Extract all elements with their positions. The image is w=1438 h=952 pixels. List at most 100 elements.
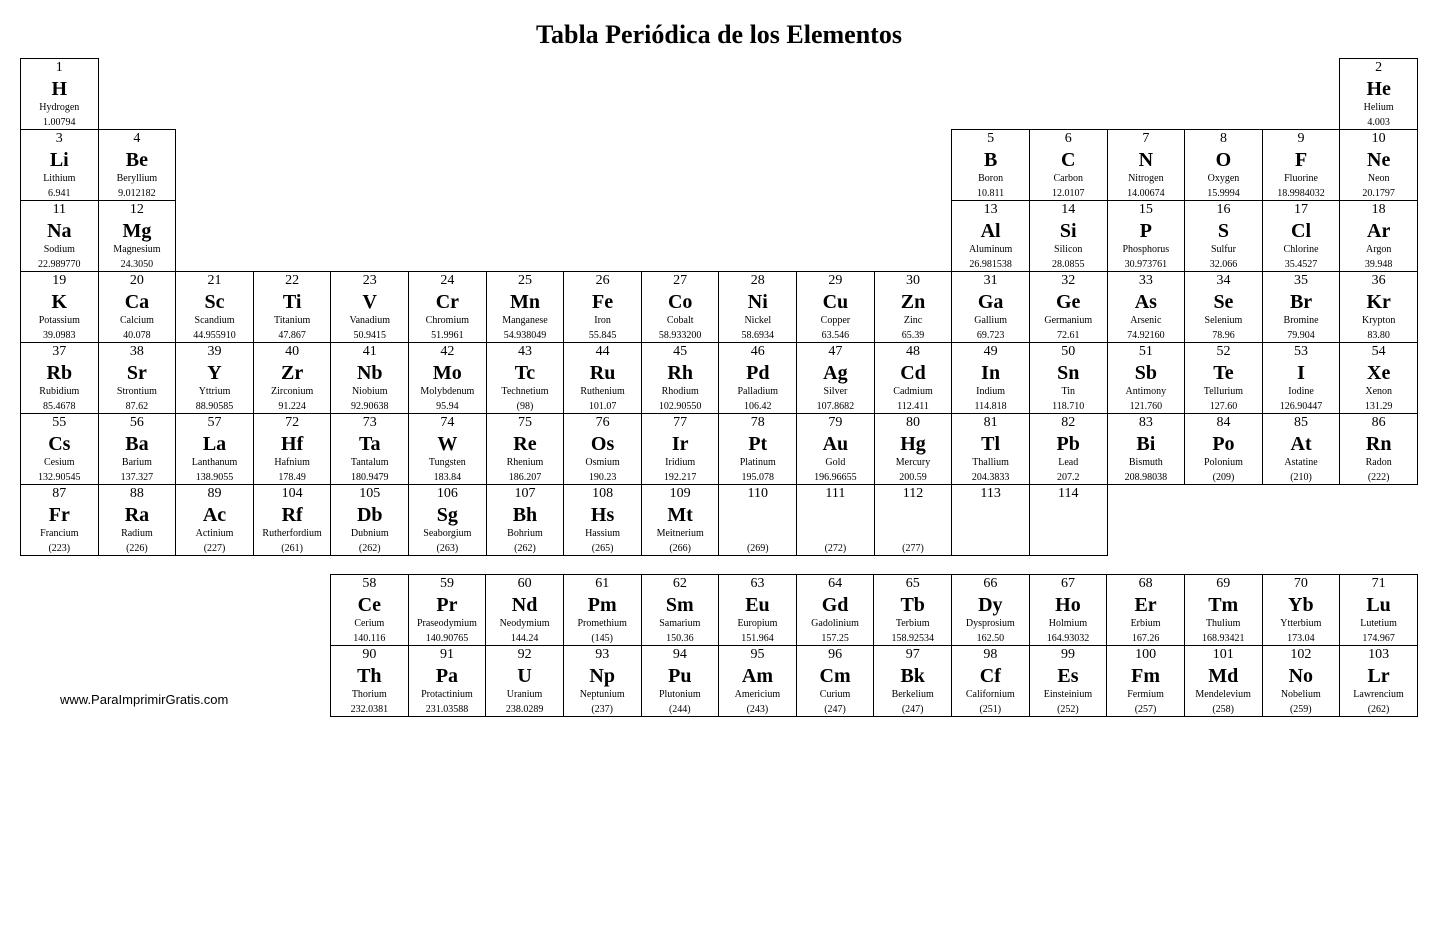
atomic-number: 100	[1109, 647, 1182, 662]
element-name: Selenium	[1187, 316, 1260, 326]
element-cell-cu: 29CuCopper63.546	[797, 272, 875, 343]
element-symbol: Br	[1265, 292, 1338, 312]
element-name: Vanadium	[333, 316, 406, 326]
table-row: 55CsCesium132.9054556BaBarium137.32757La…	[21, 414, 1418, 485]
element-cell-u: 92UUranium238.0289	[486, 646, 564, 717]
atomic-mass: 204.3833	[954, 472, 1027, 483]
element-cell-ca: 20CaCalcium40.078	[98, 272, 176, 343]
atomic-number: 75	[489, 415, 562, 430]
atomic-number: 103	[1342, 647, 1415, 662]
element-cell-ac: 89AcActinium(227)	[176, 485, 254, 556]
element-cell-pu: 94PuPlutonium(244)	[641, 646, 719, 717]
atomic-mass: 112.411	[877, 401, 950, 412]
empty-cell	[641, 59, 719, 130]
element-cell-ti: 22TiTitanium47.867	[253, 272, 331, 343]
element-cell-as: 33AsArsenic74.92160	[1107, 272, 1185, 343]
periodic-table-series: 58CeCerium140.11659PrPraseodymium140.907…	[20, 574, 1418, 717]
element-symbol: Ga	[954, 292, 1027, 312]
element-name: Scandium	[178, 316, 251, 326]
element-symbol: Hs	[566, 505, 639, 525]
element-symbol: Fr	[23, 505, 96, 525]
atomic-mass: 140.116	[333, 633, 406, 644]
element-cell-: 112(277)	[874, 485, 952, 556]
element-symbol: Tl	[954, 434, 1027, 454]
element-name: Thallium	[954, 458, 1027, 468]
element-cell-rf: 104RfRutherfordium(261)	[253, 485, 331, 556]
table-row: 19KPotassium39.098320CaCalcium40.07821Sc…	[21, 272, 1418, 343]
element-symbol: Ho	[1032, 595, 1105, 615]
element-name: Mendelevium	[1187, 690, 1260, 700]
element-cell-mt: 109MtMeitnerium(266)	[641, 485, 719, 556]
empty-cell	[176, 201, 254, 272]
element-name: Zirconium	[256, 387, 329, 397]
atomic-mass: (227)	[178, 543, 251, 554]
element-cell-la: 57LaLanthanum138.9055	[176, 414, 254, 485]
atomic-number: 16	[1187, 202, 1260, 217]
element-cell-tl: 81TlThallium204.3833	[952, 414, 1030, 485]
atomic-number: 71	[1342, 576, 1415, 591]
atomic-mass: 6.941	[23, 188, 96, 199]
element-name: Tellurium	[1187, 387, 1260, 397]
atomic-number: 21	[178, 273, 251, 288]
atomic-mass: 30.973761	[1110, 259, 1183, 270]
element-name: Tungsten	[411, 458, 484, 468]
element-cell-kr: 36KrKrypton83.80	[1340, 272, 1418, 343]
atomic-mass: (244)	[644, 704, 717, 715]
element-name: Holmium	[1032, 619, 1105, 629]
empty-cell	[564, 201, 642, 272]
empty-cell	[1185, 485, 1263, 556]
atomic-number: 49	[954, 344, 1027, 359]
atomic-number: 107	[489, 486, 562, 501]
atomic-mass: (210)	[1265, 472, 1338, 483]
atomic-number: 92	[488, 647, 561, 662]
atomic-number: 101	[1187, 647, 1260, 662]
atomic-number: 42	[411, 344, 484, 359]
atomic-number: 63	[721, 576, 794, 591]
element-name: Yttrium	[178, 387, 251, 397]
element-cell-lr: 103LrLawrencium(262)	[1340, 646, 1418, 717]
atomic-mass: 35.4527	[1265, 259, 1338, 270]
atomic-number: 20	[101, 273, 174, 288]
element-name: Silicon	[1032, 245, 1105, 255]
atomic-mass: (262)	[333, 543, 406, 554]
atomic-mass: 195.078	[721, 472, 794, 483]
element-cell-ra: 88RaRadium(226)	[98, 485, 176, 556]
element-cell-lu: 71LuLutetium174.967	[1340, 575, 1418, 646]
element-symbol: Sb	[1110, 363, 1183, 383]
element-symbol: Y	[178, 363, 251, 383]
atomic-number: 19	[23, 273, 96, 288]
element-name: Hassium	[566, 529, 639, 539]
atomic-number: 89	[178, 486, 251, 501]
element-symbol: Be	[101, 150, 174, 170]
atomic-mass: 102.90550	[644, 401, 717, 412]
element-symbol: Sr	[101, 363, 174, 383]
element-name: Tin	[1032, 387, 1105, 397]
element-name: Hydrogen	[23, 103, 96, 113]
element-cell-sc: 21ScScandium44.955910	[176, 272, 254, 343]
atomic-mass: 39.948	[1342, 259, 1415, 270]
atomic-mass: (258)	[1187, 704, 1260, 715]
element-cell-cr: 24CrChromium51.9961	[409, 272, 487, 343]
atomic-number: 96	[799, 647, 872, 662]
atomic-number: 45	[644, 344, 717, 359]
element-cell-tm: 69TmThulium168.93421	[1184, 575, 1262, 646]
atomic-number: 38	[101, 344, 174, 359]
atomic-number: 30	[877, 273, 950, 288]
element-cell-th: 90ThThorium232.0381	[331, 646, 409, 717]
element-symbol: Li	[23, 150, 96, 170]
element-cell-cs: 55CsCesium132.90545	[21, 414, 99, 485]
periodic-table-container: Tabla Periódica de los Elementos 1HHydro…	[20, 20, 1418, 717]
empty-cell	[331, 59, 409, 130]
element-cell-he: 2HeHelium4.003	[1340, 59, 1418, 130]
element-symbol: Sc	[178, 292, 251, 312]
element-cell-sg: 106SgSeaborgium(263)	[409, 485, 487, 556]
atomic-number: 111	[799, 486, 872, 501]
atomic-number: 57	[178, 415, 251, 430]
atomic-number: 23	[333, 273, 406, 288]
element-cell-cf: 98CfCalifornium(251)	[952, 646, 1030, 717]
atomic-mass: 12.0107	[1032, 188, 1105, 199]
element-cell-re: 75ReRhenium186.207	[486, 414, 564, 485]
element-symbol: Pb	[1032, 434, 1105, 454]
atomic-mass: (266)	[644, 543, 717, 554]
empty-cell	[98, 575, 176, 646]
